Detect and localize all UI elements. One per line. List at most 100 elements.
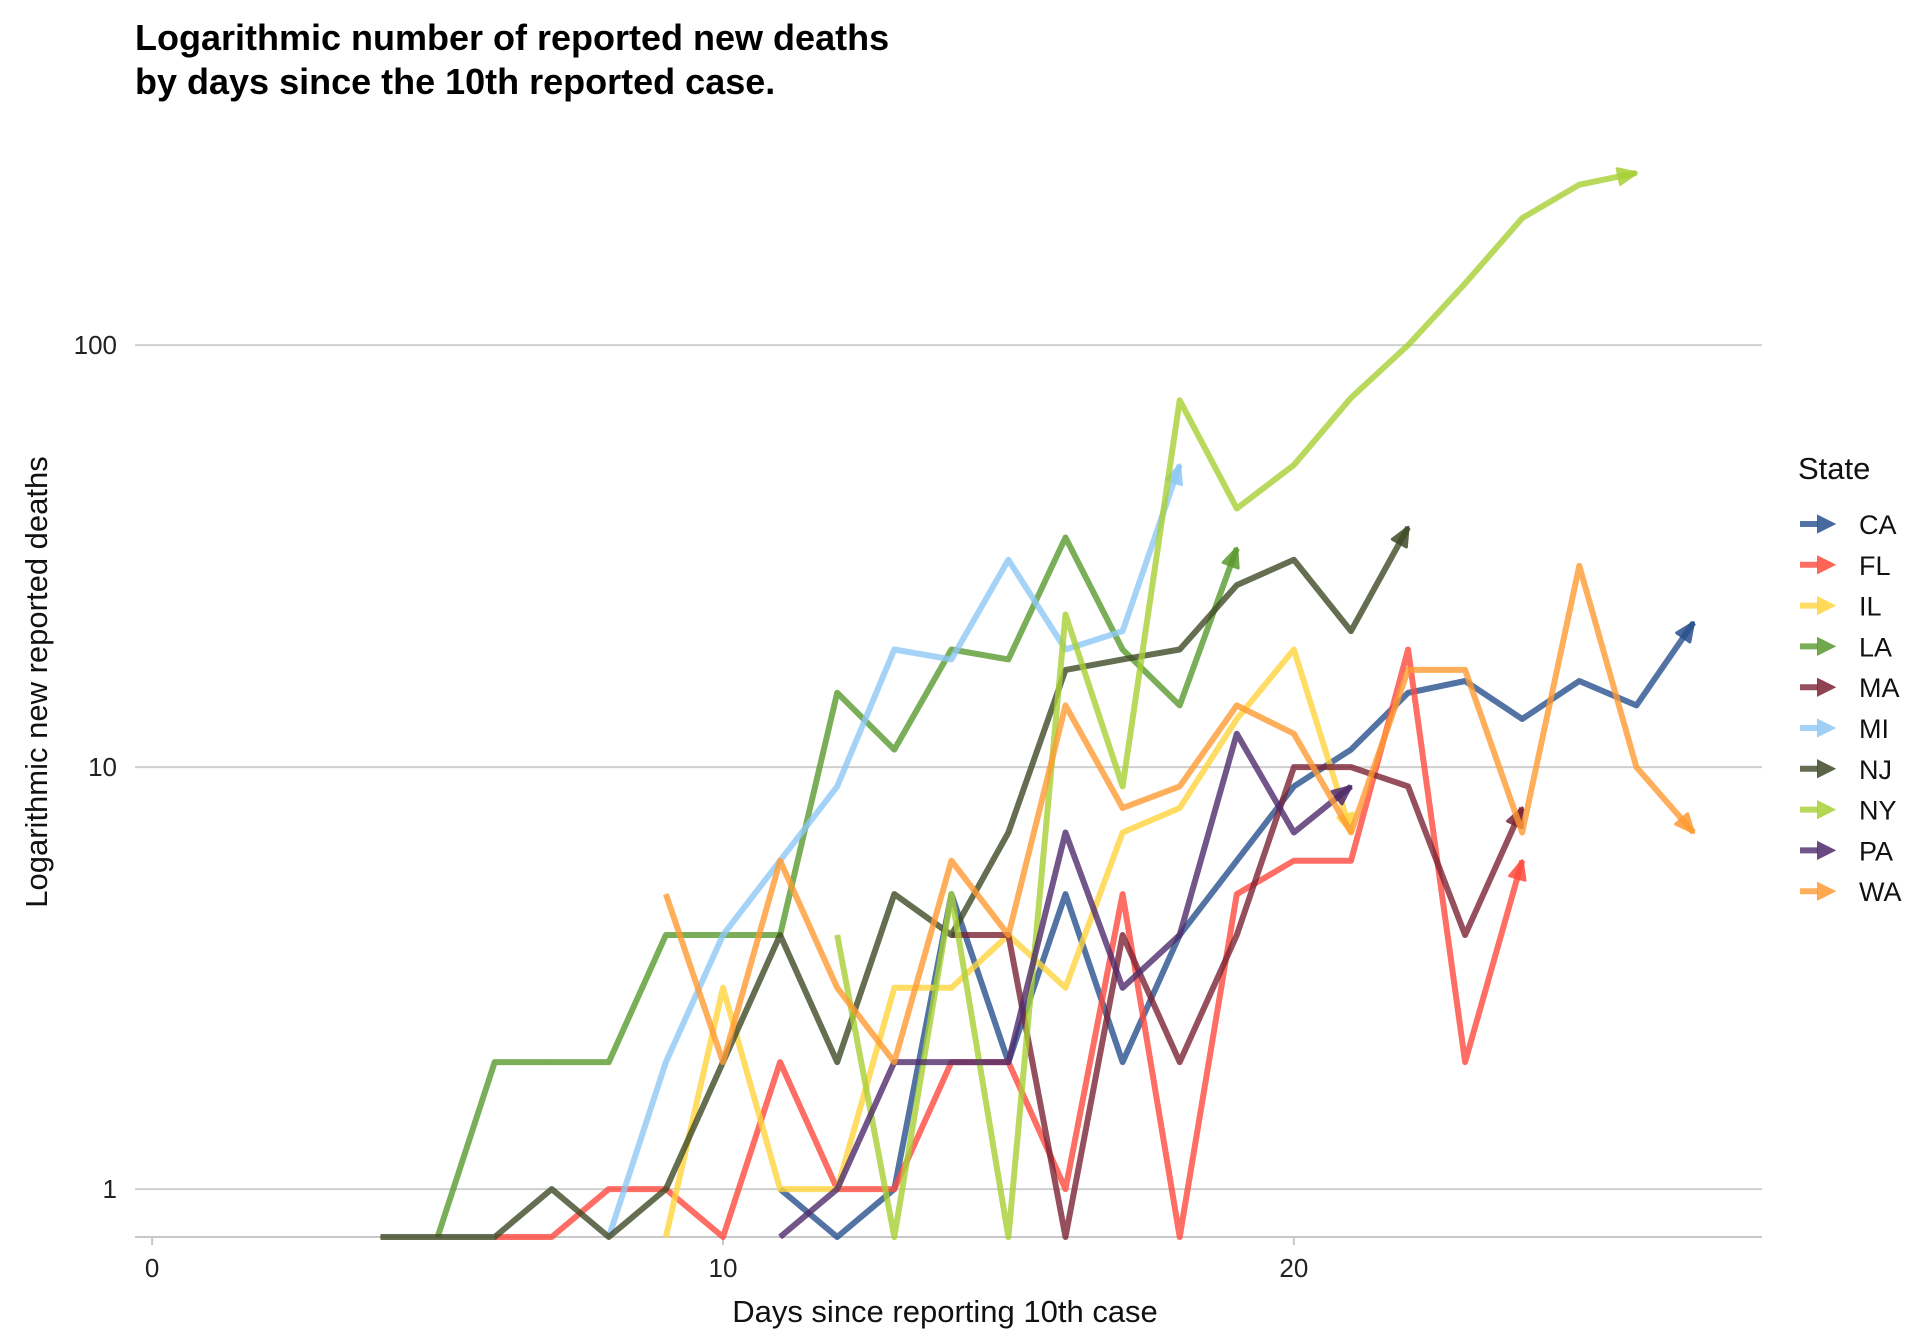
data-point-il-13 <box>893 987 895 989</box>
legend-arrow-icon <box>1817 759 1837 779</box>
data-point-ny-16 <box>1065 614 1066 615</box>
data-point-ma-19 <box>1236 934 1238 936</box>
data-point-pa-15 <box>1007 1061 1009 1063</box>
data-point-nj-11 <box>779 934 781 936</box>
data-point-fl-17 <box>1122 893 1124 895</box>
data-point-wa-13 <box>893 1061 895 1063</box>
data-point-ca-24 <box>1521 718 1523 720</box>
data-point-ny-24 <box>1521 217 1523 219</box>
data-point-il-17 <box>1122 832 1124 833</box>
y-tick-label-100: 100 <box>74 330 117 360</box>
data-point-il-19 <box>1236 718 1238 720</box>
data-point-ca-17 <box>1122 1061 1124 1063</box>
legend-label: WA <box>1859 877 1902 907</box>
data-point-ca-12 <box>836 1236 838 1238</box>
legend-item-mi: MI <box>1800 714 1889 744</box>
data-point-wa-20 <box>1293 733 1295 735</box>
data-point-la-9 <box>665 934 667 936</box>
data-point-ny-15 <box>1007 1236 1009 1238</box>
chart-title-line-2: by days since the 10th reported case. <box>135 61 775 102</box>
series-line-la <box>434 534 1240 1238</box>
legend-label: MA <box>1859 673 1900 703</box>
data-point-ca-20 <box>1293 785 1295 787</box>
data-point-pa-11 <box>779 1236 781 1238</box>
legend-arrow-icon <box>1817 514 1837 534</box>
arrowhead-la <box>1221 546 1240 570</box>
chart-title-line-1: Logarithmic number of reported new death… <box>135 17 889 58</box>
arrowhead-nj <box>1390 525 1410 549</box>
data-point-ny-22 <box>1407 344 1409 346</box>
data-point-wa-9 <box>665 893 667 895</box>
legend-item-la: LA <box>1800 632 1892 662</box>
legend-label: LA <box>1859 632 1892 662</box>
x-tick-label-0: 0 <box>145 1253 159 1283</box>
data-point-fl-22 <box>1407 649 1409 650</box>
y-tick-label-1: 1 <box>103 1174 117 1204</box>
data-point-nj-4 <box>380 1236 381 1238</box>
data-point-nj-20 <box>1293 559 1295 561</box>
data-point-fl-18 <box>1179 1236 1181 1238</box>
legend-label: NY <box>1859 796 1897 826</box>
data-point-la-12 <box>836 692 838 694</box>
data-point-nj-12 <box>836 1061 838 1063</box>
y-axis-ticks: 1 10 100 <box>74 330 117 1204</box>
legend-label: PA <box>1859 836 1893 866</box>
x-axis-ticks: 0 10 20 <box>145 1237 1308 1283</box>
data-point-fl-8 <box>608 1188 610 1190</box>
legend-arrow-icon <box>1817 677 1837 697</box>
data-point-wa-23 <box>1464 669 1466 671</box>
data-point-ny-14 <box>950 893 952 895</box>
data-point-nj-9 <box>665 1188 667 1190</box>
data-point-ma-21 <box>1350 766 1352 768</box>
data-point-wa-26 <box>1635 766 1637 768</box>
data-point-la-13 <box>893 749 895 751</box>
data-point-fl-23 <box>1464 1061 1466 1063</box>
data-point-ma-22 <box>1407 785 1409 787</box>
data-point-pa-14 <box>950 1061 952 1063</box>
data-point-wa-16 <box>1065 704 1066 706</box>
data-point-nj-18 <box>1179 649 1181 650</box>
data-point-la-16 <box>1065 537 1066 538</box>
data-point-il-16 <box>1065 987 1066 989</box>
series-wa <box>663 562 1696 1066</box>
legend-item-nj: NJ <box>1800 755 1892 785</box>
y-axis-title: Logarithmic new reported deaths <box>19 456 54 907</box>
data-point-fl-16 <box>1065 1188 1066 1190</box>
series-nj <box>380 525 1411 1240</box>
data-point-ca-19 <box>1236 860 1238 862</box>
series-la <box>434 534 1240 1238</box>
data-point-fl-19 <box>1236 893 1238 895</box>
data-point-mi-10 <box>722 934 724 936</box>
data-point-nj-8 <box>608 1236 610 1238</box>
data-point-nj-19 <box>1236 584 1238 586</box>
data-point-la-18 <box>1179 704 1181 706</box>
y-tick-label-10: 10 <box>88 752 117 782</box>
legend-item-ny: NY <box>1800 796 1897 826</box>
data-point-ny-23 <box>1464 283 1466 284</box>
legend-item-fl: FL <box>1800 551 1891 581</box>
arrowhead-ca <box>1675 621 1695 644</box>
data-point-pa-18 <box>1179 934 1181 936</box>
data-point-ma-20 <box>1293 766 1295 768</box>
legend-label: NJ <box>1859 755 1892 785</box>
data-point-ma-18 <box>1179 1061 1181 1063</box>
data-point-fl-10 <box>722 1236 724 1238</box>
data-point-la-15 <box>1007 658 1009 660</box>
legend-arrow-icon <box>1817 799 1837 820</box>
data-point-il-18 <box>1179 807 1181 809</box>
data-point-ma-16 <box>1065 1236 1066 1238</box>
data-point-ny-12 <box>836 934 838 936</box>
data-point-ny-19 <box>1236 508 1238 509</box>
legend-label: IL <box>1859 592 1882 622</box>
plot-area <box>380 167 1696 1240</box>
legend-item-ca: CA <box>1800 510 1897 540</box>
data-point-il-20 <box>1293 649 1295 650</box>
data-point-pa-17 <box>1122 987 1124 989</box>
data-point-ny-13 <box>893 1236 895 1238</box>
legend-label: MI <box>1859 714 1889 744</box>
data-point-ca-23 <box>1464 680 1466 682</box>
data-point-mi-9 <box>665 1061 667 1063</box>
data-point-ny-20 <box>1293 464 1295 466</box>
arrowhead-wa <box>1674 812 1695 834</box>
data-point-ny-21 <box>1350 397 1352 399</box>
